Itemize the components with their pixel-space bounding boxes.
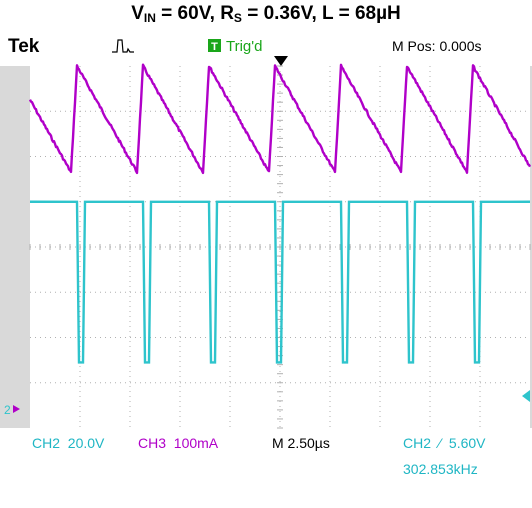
- horizontal-position: M Pos: 0.000s: [392, 38, 482, 54]
- rs-value: = 0.36V, L = 68µH: [241, 3, 401, 24]
- vin-value: = 60V,: [155, 3, 221, 24]
- acquisition-icon: [112, 39, 134, 53]
- trigger-badge-letter: T: [211, 41, 218, 53]
- ch3-current-trace: [28, 63, 532, 175]
- trigger-position-marker-icon: [274, 56, 288, 66]
- frequency-readout: 302.853kHz: [403, 461, 478, 477]
- vin-subscript: IN: [143, 11, 156, 25]
- vin-symbol: V: [131, 3, 144, 24]
- timebase: M 2.50µs: [272, 435, 330, 451]
- ch3-scale: CH3 100mA: [138, 435, 219, 451]
- ch2-ground-label: 2: [4, 403, 11, 417]
- trigger-setting: CH2 ⁄ 5.60V: [403, 435, 486, 451]
- chart-title: VIN = 60V, RS = 0.36V, L = 68µH: [0, 3, 532, 29]
- header-bar: [0, 26, 532, 66]
- footer-bar: [0, 428, 532, 508]
- brand-label: Tek: [8, 36, 40, 57]
- oscilloscope-screen: Tek T Trig'd M Pos: 0.000s 2 CH2 20.0V C…: [0, 26, 532, 508]
- rs-symbol: R: [220, 3, 234, 24]
- rs-subscript: S: [233, 11, 242, 25]
- trigger-level-marker-icon: [522, 390, 530, 402]
- ch2-ground-marker-icon: [13, 405, 20, 413]
- trigger-badge-icon: [208, 39, 221, 52]
- ch2-scale: CH2 20.0V: [32, 435, 105, 451]
- ch2-switch-trace: [29, 200, 531, 364]
- trigger-status: Trig'd: [226, 38, 262, 55]
